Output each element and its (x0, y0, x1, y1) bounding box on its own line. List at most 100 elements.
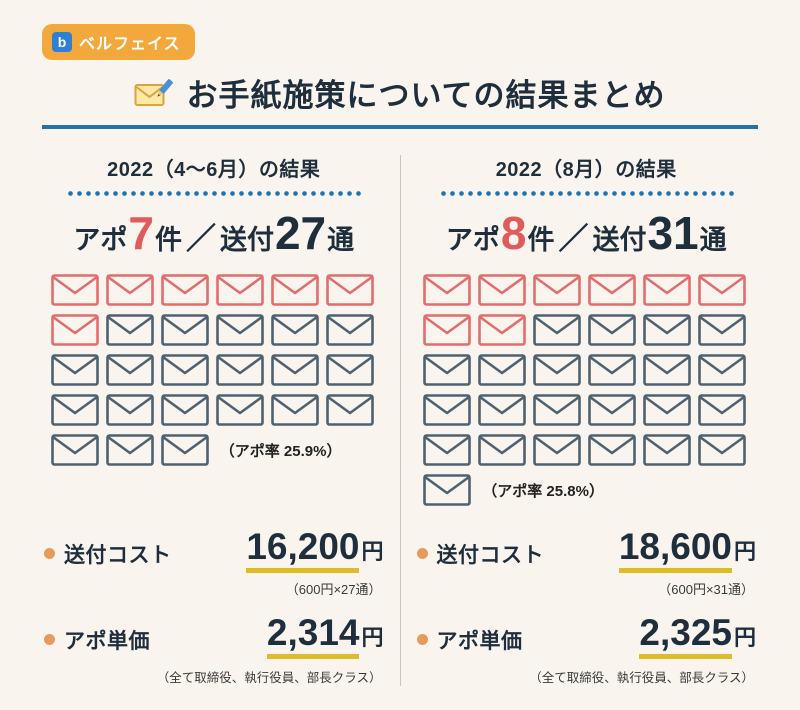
sent-envelope-icon (105, 434, 154, 466)
appointment-envelope-icon (50, 314, 99, 346)
sent-envelope-icon (643, 354, 692, 386)
sent-envelope-icon (588, 354, 637, 386)
sending-cost-value: 16,200 (246, 528, 360, 573)
sending-cost-label: 送付コスト (436, 543, 544, 567)
apo-label: アポ (445, 225, 500, 255)
sent-envelope-icon (478, 434, 527, 466)
sent-unit: 通 (327, 225, 355, 255)
sent-envelope-icon (50, 394, 99, 426)
sent-envelope-icon (533, 314, 582, 346)
appointment-envelope-icon (105, 274, 154, 306)
cost-right: 18,600円 (618, 528, 756, 573)
cost-left: アポ単価 (416, 625, 523, 655)
appointment-envelope-icon (50, 274, 99, 306)
apo-value: 8 (500, 207, 527, 259)
cost-left: 送付コスト (44, 539, 172, 569)
sent-envelope-icon (423, 394, 472, 426)
appointment-envelope-icon (588, 274, 637, 306)
unit-price-label: アポ単価 (64, 629, 150, 653)
apo-unit: 件 (527, 225, 555, 255)
cost-row-sending: 送付コスト 18,600円 (416, 528, 756, 573)
envelope-grid: （アポ率 25.8%） (423, 274, 749, 512)
title-underline (42, 125, 758, 129)
unit-price-unit: 円 (733, 625, 756, 650)
appointment-envelope-icon (643, 274, 692, 306)
sent-envelope-icon (160, 394, 209, 426)
bullet-icon (416, 634, 428, 645)
apo-label: アポ (73, 225, 128, 255)
results-columns: 2022（4〜6月）の結果 アポ 7 件 ／ 送付 27 通 （アポ率 25.9… (0, 151, 800, 686)
sent-label: 送付 (592, 225, 647, 255)
sent-envelope-icon (698, 314, 747, 346)
appointment-rate-note: （アポ率 25.9%） (219, 442, 342, 460)
appointment-envelope-icon (698, 274, 747, 306)
sending-cost-unit: 円 (733, 539, 756, 564)
sending-cost-value: 18,600 (618, 528, 732, 573)
cost-right: 2,325円 (639, 614, 756, 659)
sent-envelope-icon (423, 434, 472, 466)
cost-right: 2,314円 (266, 614, 384, 659)
sending-cost-note: （600円×31通） (658, 582, 754, 597)
column-header: 2022（8月）の結果 (495, 159, 677, 181)
sent-envelope-icon (270, 394, 319, 426)
unit-price-note: （全て取締役、執行役員、部長クラス） (529, 671, 754, 685)
column-2022-aug: 2022（8月）の結果 アポ 8 件 ／ 送付 31 通 （アポ率 25.8%）… (407, 151, 767, 686)
sent-envelope-icon (423, 354, 472, 386)
appointment-envelope-icon (478, 314, 527, 346)
stat-line: アポ 8 件 ／ 送付 31 通 (415, 210, 759, 258)
sent-envelope-icon (588, 434, 637, 466)
sent-envelope-icon (643, 434, 692, 466)
unit-price-value: 2,325 (639, 614, 732, 659)
column-header: 2022（4〜6月）の結果 (107, 159, 321, 181)
bellface-logo-icon: b (52, 32, 72, 52)
appointment-envelope-icon (478, 274, 527, 306)
sending-cost-label: 送付コスト (64, 543, 172, 567)
column-2022-apr-jun: 2022（4〜6月）の結果 アポ 7 件 ／ 送付 27 通 （アポ率 25.9… (34, 151, 394, 686)
sent-envelope-icon (215, 314, 264, 346)
sent-envelope-icon (533, 354, 582, 386)
sent-envelope-icon (105, 354, 154, 386)
appointment-envelope-icon (215, 274, 264, 306)
cost-right: 16,200円 (246, 528, 384, 573)
dotted-divider (66, 191, 362, 196)
sent-envelope-icon (160, 354, 209, 386)
sent-envelope-icon (643, 314, 692, 346)
sending-cost-unit: 円 (361, 539, 384, 564)
appointment-envelope-icon (533, 274, 582, 306)
sent-value: 31 (647, 207, 699, 259)
sent-envelope-icon (105, 394, 154, 426)
bullet-icon (44, 634, 55, 645)
appointment-envelope-icon (423, 274, 472, 306)
envelope-pencil-icon (134, 77, 174, 109)
sent-value: 27 (274, 207, 327, 259)
apo-unit: 件 (154, 225, 182, 255)
sent-envelope-icon (588, 394, 637, 426)
unit-price-note: （全て取締役、執行役員、部長クラス） (156, 671, 382, 685)
dotted-divider (438, 191, 734, 196)
cost-left: アポ単価 (44, 625, 150, 655)
sent-envelope-icon (533, 394, 582, 426)
sent-envelope-icon (643, 394, 692, 426)
cost-left: 送付コスト (416, 539, 545, 569)
appointment-envelope-icon (423, 314, 472, 346)
cost-row-unit-price: アポ単価 2,325円 (416, 614, 756, 659)
sent-envelope-icon (160, 434, 209, 466)
appointment-envelope-icon (325, 274, 374, 306)
sent-envelope-icon (325, 394, 374, 426)
column-divider (399, 155, 401, 686)
unit-price-value: 2,314 (266, 614, 360, 659)
sent-envelope-icon (478, 394, 527, 426)
appointment-rate-note: （アポ率 25.8%） (482, 482, 604, 500)
apo-value: 7 (128, 207, 154, 259)
bullet-icon (416, 548, 428, 559)
sent-envelope-icon (698, 354, 747, 386)
sent-envelope-icon (698, 394, 747, 426)
bullet-icon (44, 548, 55, 559)
sending-cost-note: （600円×27通） (285, 582, 382, 597)
sent-envelope-icon (160, 314, 209, 346)
stat-line: アポ 7 件 ／ 送付 27 通 (42, 210, 386, 258)
sent-envelope-icon (533, 434, 582, 466)
cost-block: 送付コスト 16,200円 （600円×27通） アポ単価 2,314円 (42, 512, 386, 686)
sent-envelope-icon (698, 434, 747, 466)
